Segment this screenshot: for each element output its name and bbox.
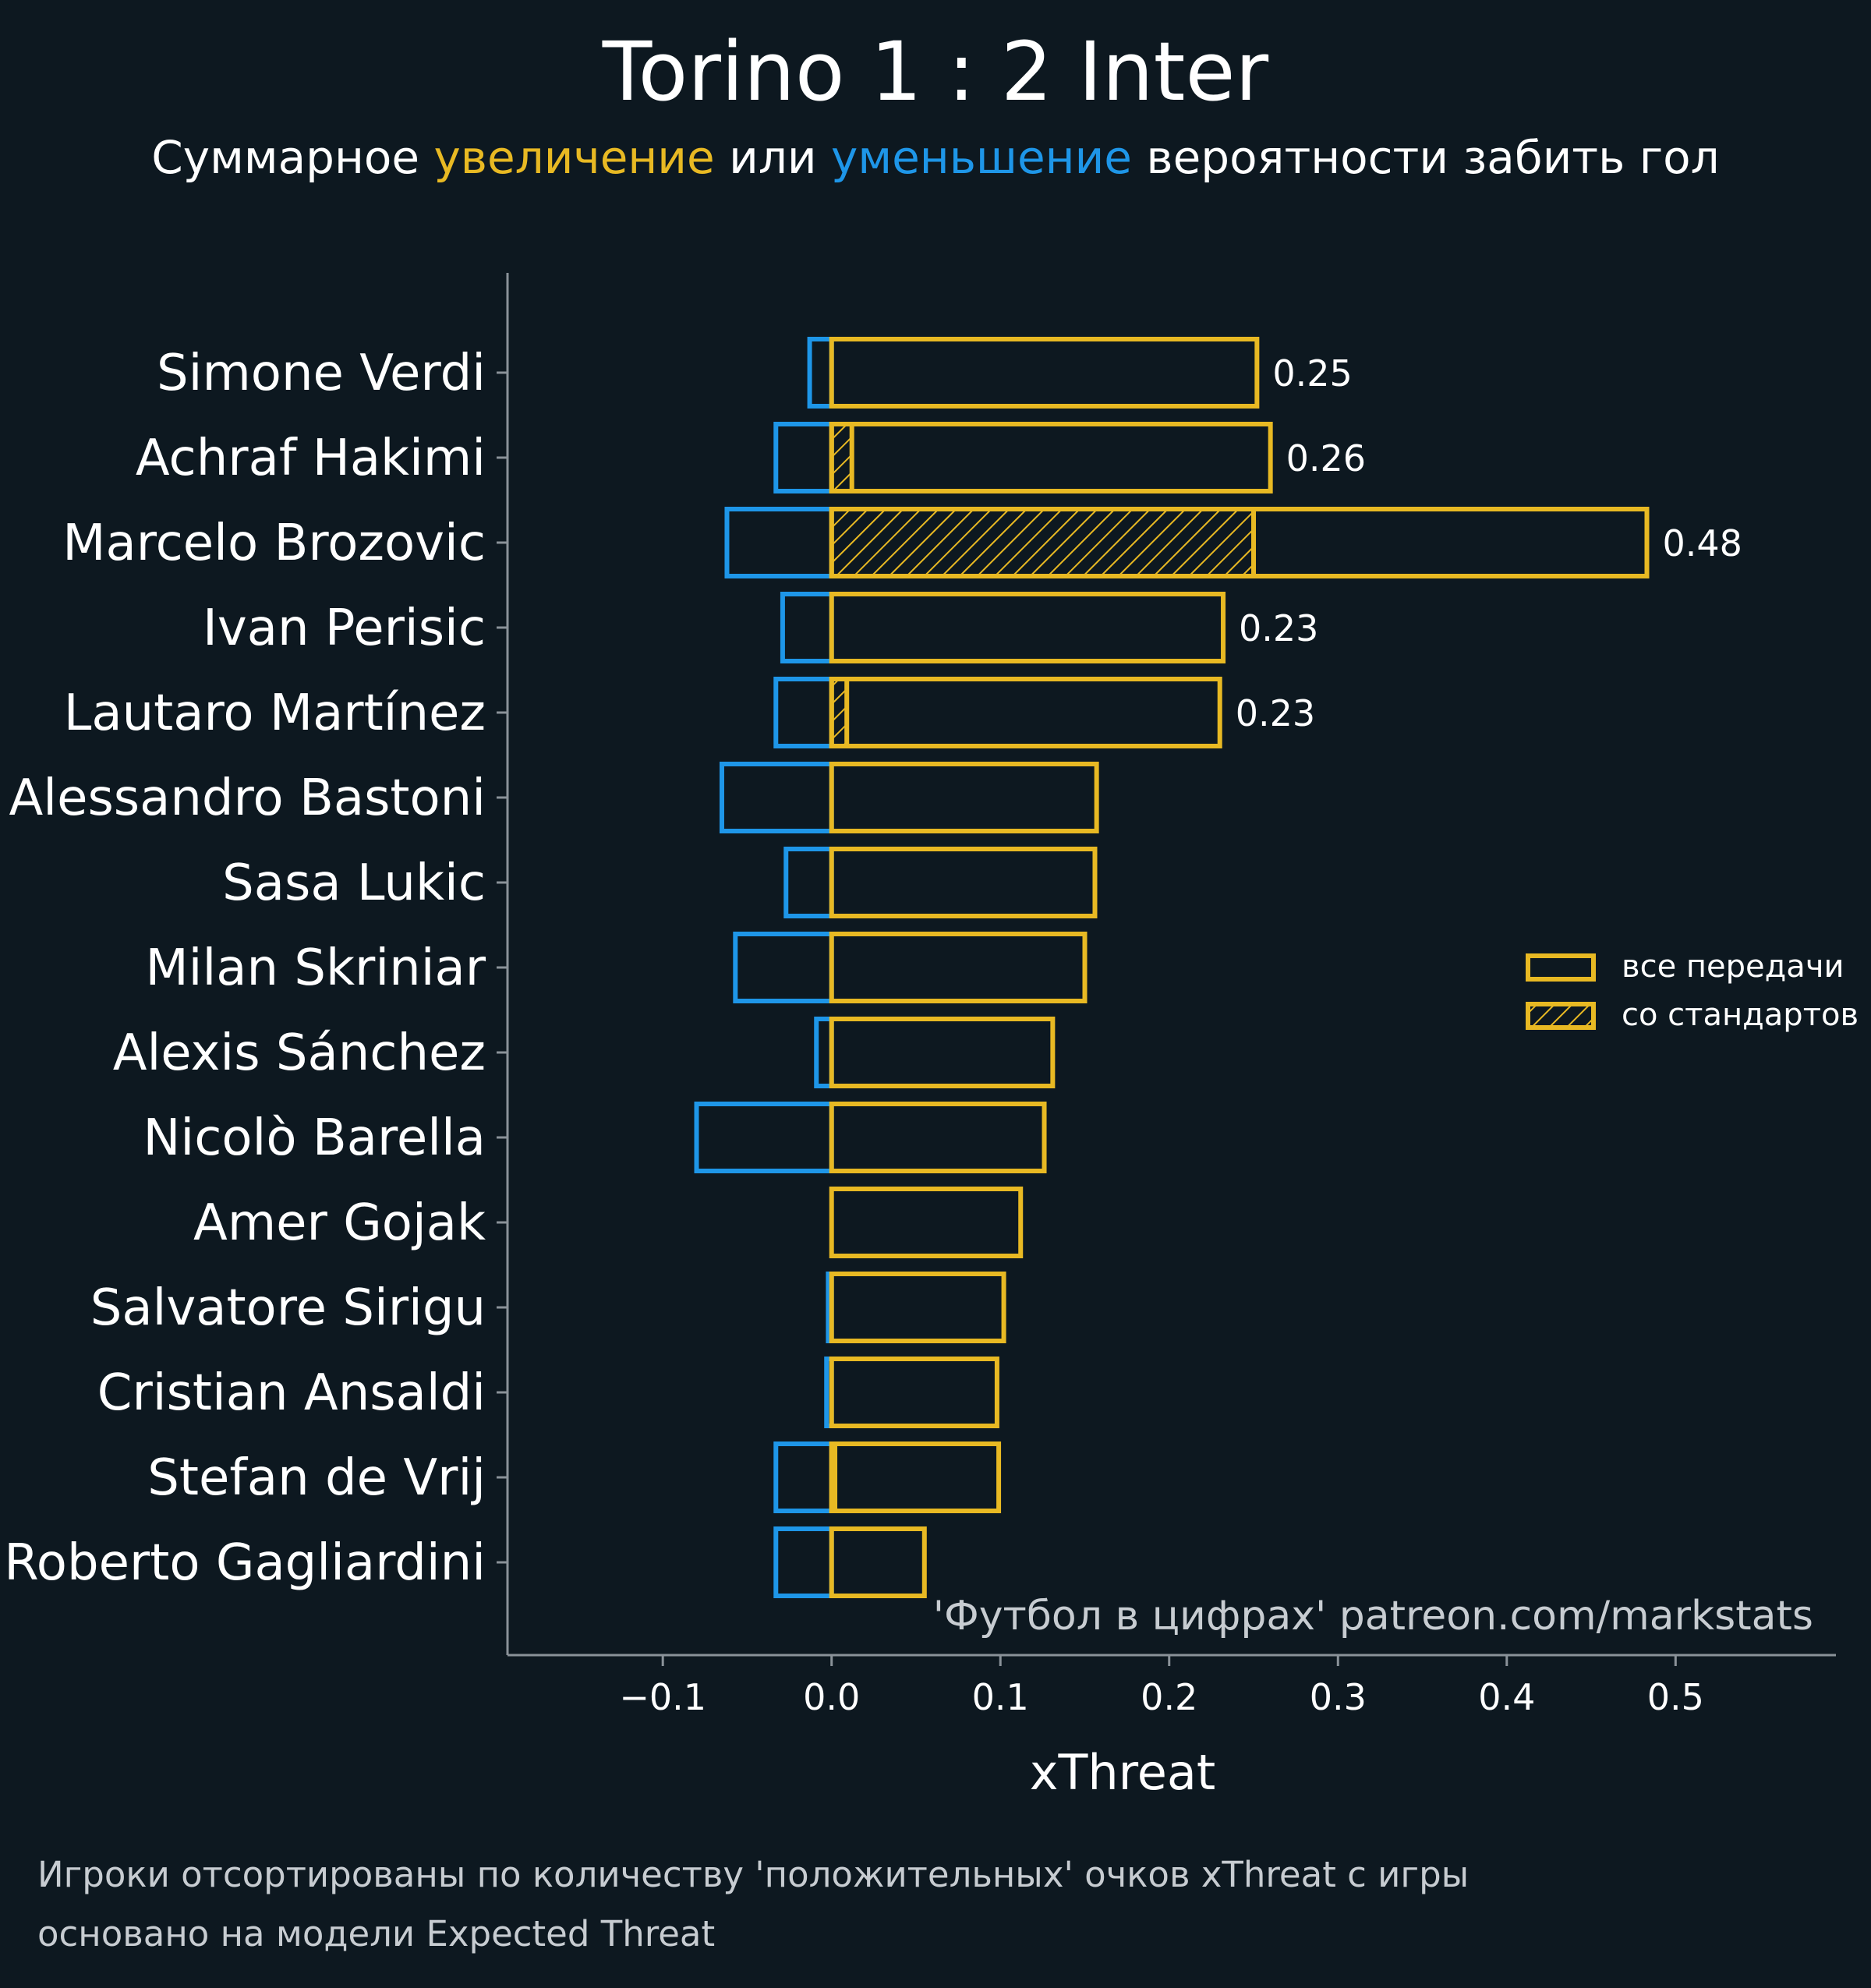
negative-bar: [780, 592, 834, 663]
x-tick-label: 0.2: [1141, 1676, 1197, 1718]
positive-bar: [829, 1441, 1002, 1513]
positive-bar: [829, 1017, 1056, 1088]
subtitle-middle: или: [714, 131, 832, 184]
footnote-line-2: основано на модели Expected Threat: [37, 1913, 716, 1954]
negative-bar: [719, 762, 834, 833]
positive-bar: [829, 1526, 927, 1598]
negative-bar: [694, 1102, 834, 1173]
x-tick-label: 0.0: [803, 1676, 860, 1718]
data-label: 0.25: [1272, 352, 1352, 394]
negative-bar: [783, 847, 834, 918]
negative-bar: [773, 422, 834, 493]
chart-subtitle: Суммарное увеличение или уменьшение веро…: [0, 131, 1871, 186]
data-label: 0.23: [1236, 692, 1315, 734]
category-label: Milan Skriniar: [145, 939, 486, 997]
positive-bar: [829, 932, 1088, 1003]
category-label: Amer Gojak: [193, 1194, 486, 1252]
footnote-line-1: Игроки отсортированы по количеству 'поло…: [37, 1854, 1470, 1895]
subtitle-suffix: вероятности забить гол: [1131, 131, 1720, 184]
category-label: Salvatore Sirigu: [90, 1279, 486, 1337]
positive-bar: [829, 422, 1273, 493]
negative-bar: [773, 677, 834, 748]
set-piece-bar: [829, 507, 1257, 578]
positive-bar: [829, 592, 1226, 663]
watermark: 'Футбол в цифрах' patreon.com/markstats: [933, 1593, 1813, 1640]
legend-label-set-pieces: со стандартов: [1622, 997, 1859, 1033]
category-label: Alexis Sánchez: [113, 1024, 486, 1082]
positive-bar: [829, 762, 1099, 833]
legend-swatch-all-passes: [1526, 953, 1596, 982]
data-label: 0.26: [1286, 437, 1366, 479]
positive-bar: [829, 507, 1650, 578]
category-label: Sasa Lukic: [222, 854, 486, 912]
category-label: Ivan Perisic: [203, 600, 486, 657]
data-label: 0.23: [1239, 607, 1318, 649]
positive-bar: [829, 1357, 999, 1428]
negative-bar: [773, 1526, 834, 1598]
positive-bar: [829, 337, 1260, 409]
data-label: 0.48: [1662, 522, 1742, 564]
negative-bar: [724, 507, 834, 578]
category-label: Lautaro Martínez: [64, 684, 486, 742]
category-label: Stefan de Vrij: [147, 1449, 486, 1507]
x-tick-label: 0.3: [1310, 1676, 1367, 1718]
positive-bar: [829, 677, 1222, 748]
category-label: Cristian Ansaldi: [97, 1364, 486, 1422]
subtitle-decrease: уменьшение: [831, 131, 1132, 184]
positive-bar: [829, 847, 1098, 918]
x-tick-label: 0.4: [1478, 1676, 1535, 1718]
positive-bar: [829, 1272, 1006, 1343]
x-tick-label: 0.1: [972, 1676, 1029, 1718]
subtitle-prefix: Суммарное: [151, 131, 434, 184]
positive-bar: [829, 1102, 1047, 1173]
set-piece-bar: [829, 422, 854, 493]
negative-bar: [807, 337, 834, 409]
legend-swatch-set-pieces: [1526, 1002, 1596, 1030]
subtitle-increase: увеличение: [433, 131, 715, 184]
category-label: Achraf Hakimi: [136, 430, 486, 487]
category-label: Simone Verdi: [157, 345, 486, 402]
category-label: Marcelo Brozovic: [62, 515, 486, 572]
category-label: Roberto Gagliardini: [4, 1534, 486, 1592]
category-label: Nicolò Barella: [143, 1109, 486, 1167]
x-tick-label: −0.1: [619, 1676, 706, 1718]
x-axis-label: xThreat: [1030, 1744, 1215, 1801]
category-label: Alessandro Bastoni: [9, 769, 486, 827]
negative-bar: [733, 932, 834, 1003]
negative-bar: [773, 1441, 834, 1513]
positive-bar: [829, 1187, 1024, 1258]
legend-label-all-passes: все передачи: [1622, 949, 1844, 985]
chart-title: Torino 1 : 2 Inter: [602, 24, 1269, 119]
x-tick-label: 0.5: [1647, 1676, 1704, 1718]
